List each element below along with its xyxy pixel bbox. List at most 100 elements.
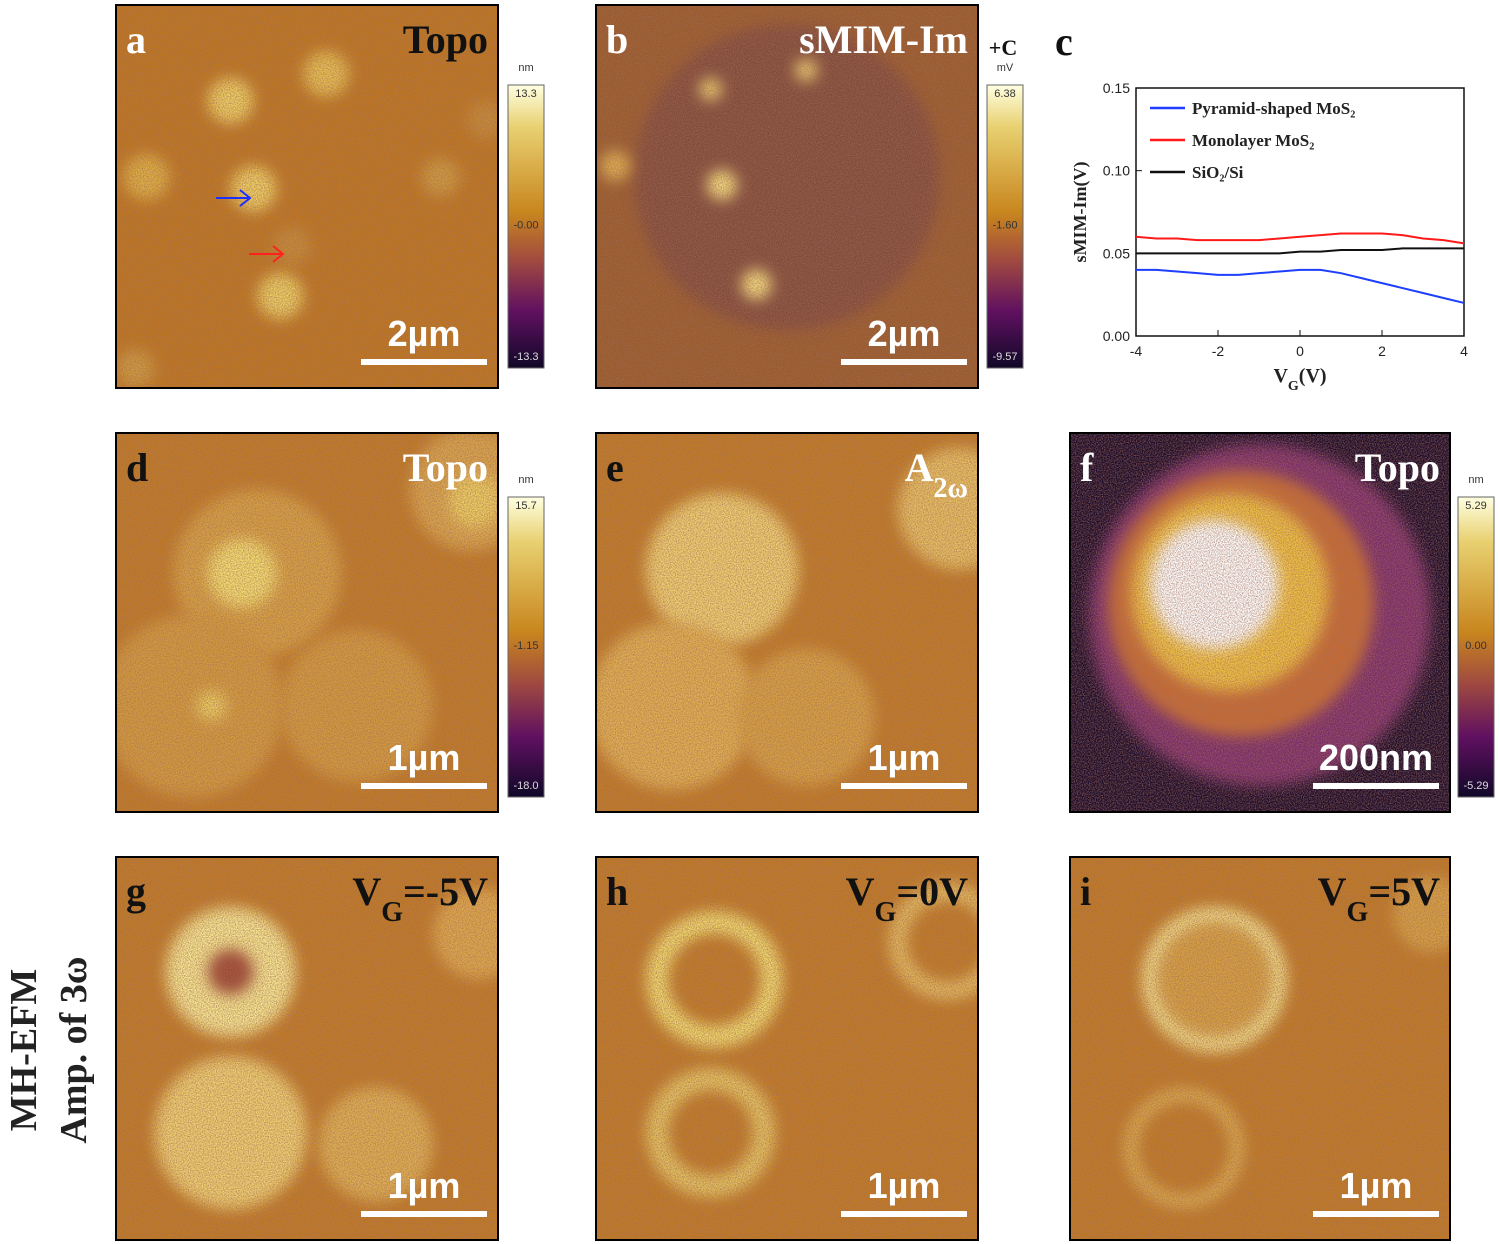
image-noise xyxy=(596,857,978,1240)
colorbar-tick-label: 5.29 xyxy=(1465,500,1486,512)
x-tick-label: 4 xyxy=(1460,343,1468,359)
y-tick-label: 0.00 xyxy=(1103,328,1130,344)
colorbar-tick-label: -1.60 xyxy=(992,220,1017,232)
panel: e 1µm xyxy=(595,432,979,813)
side-label: Amp. of 3ω xyxy=(53,956,95,1143)
panel-title-after: =-5V xyxy=(403,869,488,914)
panel-border xyxy=(115,856,499,1241)
plot-frame xyxy=(1135,87,1465,337)
colorbar-tick-label: 15.7 xyxy=(515,500,536,512)
panel-title: Topo xyxy=(403,445,488,490)
colorbar-tick-label: -1.15 xyxy=(513,640,538,652)
panel-letter: g xyxy=(126,869,146,914)
panel-border xyxy=(595,432,979,813)
panel-letter: a xyxy=(126,17,146,62)
y-axis-label: sMIM-Im(V) xyxy=(1070,162,1091,263)
panel-letter: f xyxy=(1080,445,1094,490)
panel: h 1µm xyxy=(595,856,979,1241)
image-noise xyxy=(116,433,498,812)
colorbar-tick-label: -5.29 xyxy=(1463,780,1488,792)
panel-title-sub: G xyxy=(381,897,403,928)
panel-image xyxy=(116,433,498,812)
panel-title: sMIM-Im xyxy=(799,17,968,62)
colorbar xyxy=(1457,496,1495,798)
panel: a 2µm nm 13.3 -0.00 -13.3 xyxy=(115,4,545,389)
panel-letter: e xyxy=(606,445,624,490)
panel-letter: c xyxy=(1055,19,1073,64)
series-line xyxy=(1135,232,1465,245)
panel-border xyxy=(115,4,499,389)
scale-bar xyxy=(1313,1211,1439,1217)
panel-title-sub: G xyxy=(875,897,897,928)
y-tick-label: 0.15 xyxy=(1103,80,1130,96)
panel: g 1µm xyxy=(115,856,499,1241)
image-noise xyxy=(116,5,498,388)
panel-image xyxy=(116,5,498,388)
panel: i 1µm xyxy=(1069,856,1451,1241)
scale-bar-label: 1µm xyxy=(868,737,941,778)
panel-title: Topo xyxy=(1355,445,1440,490)
colorbar-tick-label: -13.3 xyxy=(513,351,538,363)
series-line xyxy=(1136,268,1465,304)
scale-bar xyxy=(361,359,487,365)
panel: d 1µm nm 15.7 -1.15 -18.0 xyxy=(115,432,545,813)
x-tick-label: -4 xyxy=(1130,343,1143,359)
colorbar xyxy=(507,496,545,798)
panel-border xyxy=(595,4,979,389)
scale-bar xyxy=(1313,783,1439,789)
colorbar-tick-label: -18.0 xyxy=(513,780,538,792)
panel-letter: i xyxy=(1080,869,1091,914)
colorbar-unit: nm xyxy=(518,474,533,486)
colorbar-unit: mV xyxy=(997,62,1014,74)
arrow xyxy=(216,189,252,207)
colorbar-unit: nm xyxy=(1468,474,1483,486)
y-tick-label: 0.10 xyxy=(1103,163,1130,179)
scale-bar-label: 1µm xyxy=(868,1165,941,1206)
panel: f 200nm nm 5.29 0.00 -5.29 xyxy=(1069,432,1495,813)
panel-border xyxy=(595,856,979,1241)
scale-bar-label: 1µm xyxy=(388,737,461,778)
side-label: MH-EFM xyxy=(3,969,45,1132)
panel: b 2µm +C mV 6.38 -1.60 -9.57 xyxy=(595,4,1024,389)
panel-title-main: V xyxy=(1318,869,1347,914)
panel-title: VG=5V xyxy=(1318,869,1440,928)
panel-image xyxy=(116,857,498,1240)
x-axis-label: VG(V) xyxy=(1273,365,1326,394)
y-tick-label: 0.05 xyxy=(1103,245,1130,261)
scale-bar xyxy=(841,359,967,365)
scale-bar xyxy=(361,783,487,789)
scale-bar xyxy=(841,1211,967,1217)
legend-label: Pyramid-shaped MoS₂ xyxy=(1192,99,1355,118)
scale-bar-label: 2µm xyxy=(868,313,941,354)
panel-extra-label: +C xyxy=(989,35,1017,60)
panel-title: Topo xyxy=(403,17,488,62)
panel-letter: d xyxy=(126,445,148,490)
series-line xyxy=(1136,247,1464,255)
panel-title-sub: 2ω xyxy=(934,473,968,504)
scale-bar xyxy=(361,1211,487,1217)
panel-letter: b xyxy=(606,17,628,62)
panel-border xyxy=(1069,856,1451,1241)
arrow xyxy=(249,245,285,263)
colorbar xyxy=(507,84,545,369)
panel-title: A2ω xyxy=(905,445,968,504)
image-noise xyxy=(116,857,498,1240)
legend-label: SiO₂/Si xyxy=(1192,163,1244,182)
image-noise xyxy=(1070,857,1450,1240)
scale-bar-label: 1µm xyxy=(1340,1165,1413,1206)
x-tick-label: 0 xyxy=(1296,343,1304,359)
colorbar-tick-label: 0.00 xyxy=(1465,640,1486,652)
panel-title: VG=0V xyxy=(846,869,968,928)
colorbar-tick-label: -9.57 xyxy=(992,351,1017,363)
colorbar-unit: nm xyxy=(518,62,533,74)
panel-border xyxy=(115,432,499,813)
panel-image xyxy=(1070,857,1450,1240)
panel-title-after: =5V xyxy=(1368,869,1440,914)
image-noise xyxy=(596,5,978,388)
panel-title: VG=-5V xyxy=(352,869,488,928)
colorbar-tick-label: 13.3 xyxy=(515,88,536,100)
panel-image xyxy=(596,857,978,1240)
panel-letter: h xyxy=(606,869,628,914)
x-tick-label: -2 xyxy=(1212,343,1225,359)
